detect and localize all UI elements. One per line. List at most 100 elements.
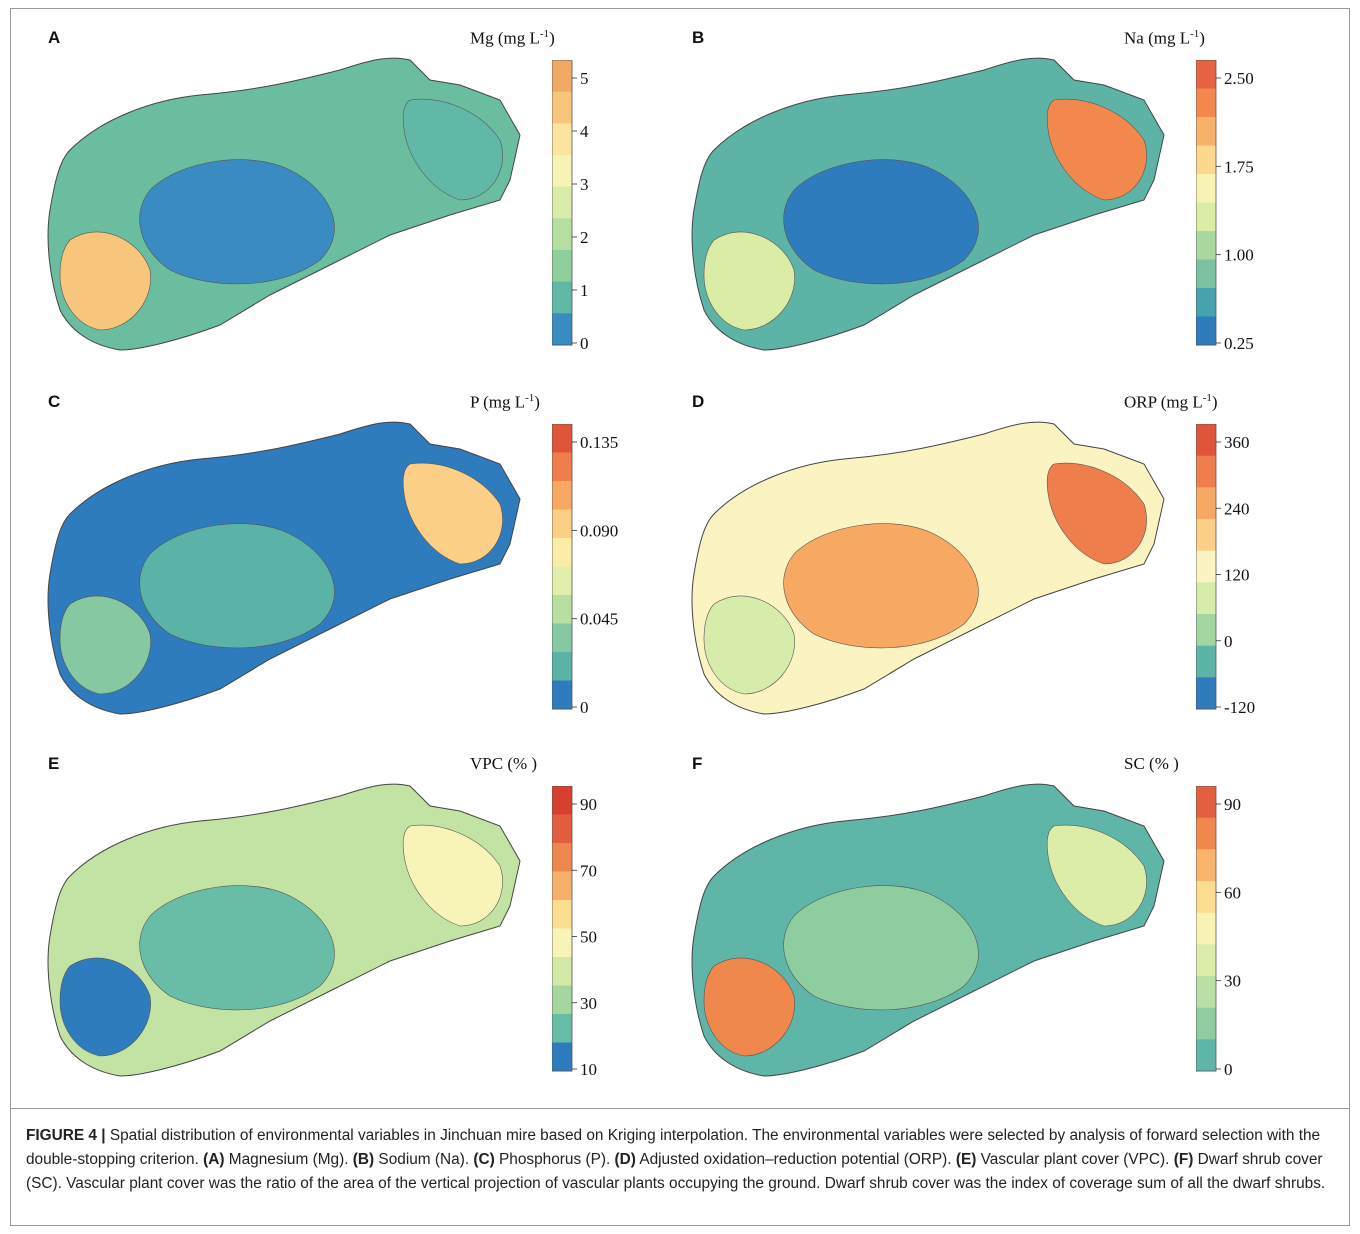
caption-panel-ref: (B) xyxy=(352,1151,375,1168)
color-scale-step xyxy=(1196,1039,1216,1072)
panel-letter: F xyxy=(692,754,703,773)
contour-region xyxy=(139,159,335,285)
color-scale-step xyxy=(1196,88,1216,118)
figure-frame xyxy=(10,8,1350,1226)
contour-region xyxy=(402,462,503,565)
caption-panel-ref: (A) xyxy=(203,1151,225,1168)
panel-d: D ORP (mg L-1) 360 240 120 0 -120 xyxy=(654,374,1314,734)
tick-label: 50 xyxy=(580,928,597,947)
color-scale-step xyxy=(552,538,572,567)
color-scale-step xyxy=(1196,487,1216,520)
tick-label: 30 xyxy=(1224,972,1241,991)
tick-label: 90 xyxy=(1224,795,1241,814)
color-scale-step xyxy=(1196,786,1216,819)
caption-body: Spatial distribution of environmental va… xyxy=(26,1127,1325,1192)
color-scale-step xyxy=(552,900,572,929)
caption-panel-ref: (C) xyxy=(473,1151,495,1168)
color-scale-step xyxy=(1196,614,1216,647)
color-scale-step xyxy=(1196,202,1216,232)
tick-label: -120 xyxy=(1224,698,1255,717)
color-scale-step xyxy=(1196,944,1216,977)
caption-text: Dwarf shrub cover (SC). Vascular plant c… xyxy=(26,1151,1326,1192)
caption-text: Phosphorus (P). xyxy=(494,1151,615,1168)
contour-region xyxy=(139,523,335,649)
mire-boundary xyxy=(691,57,1165,351)
color-scale-step xyxy=(552,281,572,314)
contour-region xyxy=(59,595,151,695)
color-scale-step xyxy=(552,186,572,219)
contour-map xyxy=(691,421,1165,715)
contour-map xyxy=(47,783,521,1077)
legend-title: SC (% ) xyxy=(1124,754,1179,773)
color-scale-step xyxy=(1196,677,1216,710)
caption-text: Vascular plant cover (VPC). xyxy=(976,1151,1174,1168)
panel-letter: A xyxy=(48,28,61,47)
contour-map xyxy=(47,57,521,351)
contour-region xyxy=(703,231,795,331)
tick-label: 0 xyxy=(1224,632,1233,651)
color-scale-step xyxy=(552,814,572,844)
panel-letter: B xyxy=(692,28,705,47)
mire-boundary xyxy=(47,783,521,1077)
color-scale: 90 70 50 30 10 xyxy=(552,786,597,1079)
color-scale-step xyxy=(552,985,572,1015)
tick-label: 240 xyxy=(1224,499,1250,518)
color-scale-step xyxy=(552,123,572,156)
caption-text: Sodium (Na). xyxy=(374,1151,474,1168)
color-scale-step xyxy=(552,1042,572,1072)
legend-title: VPC (% ) xyxy=(470,754,538,773)
contour-map xyxy=(47,421,521,715)
color-scale-step xyxy=(1196,174,1216,203)
color-scale-step xyxy=(552,652,572,681)
tick-label: 0.045 xyxy=(580,610,618,629)
color-scale-step xyxy=(552,60,572,93)
mire-boundary xyxy=(691,421,1165,715)
color-scale-step xyxy=(552,313,572,346)
color-scale-step xyxy=(552,595,572,624)
tick-label: 3 xyxy=(580,175,589,194)
tick-label: 60 xyxy=(1224,883,1241,902)
contour-region xyxy=(59,231,151,331)
color-scale-step xyxy=(552,481,572,510)
color-scale-step xyxy=(552,250,572,283)
mire-boundary xyxy=(47,421,521,715)
legend-title: Mg (mg L-1) xyxy=(470,28,555,48)
tick-label: 70 xyxy=(580,861,597,880)
color-scale: 2.50 1.75 1.00 0.25 xyxy=(1196,60,1254,353)
panel-a: A Mg (mg L-1) 5 4 3 2 1 0 xyxy=(10,10,670,370)
color-scale-step xyxy=(552,452,572,482)
color-scale-step xyxy=(1196,1007,1216,1040)
legend-title: P (mg L-1) xyxy=(470,392,540,412)
color-scale: 0.135 0.090 0.045 0 xyxy=(552,424,618,717)
contour-region xyxy=(59,957,151,1057)
contour-region xyxy=(139,885,335,1011)
caption-text: Spatial distribution of environmental va… xyxy=(26,1127,1321,1168)
tick-label: 0.090 xyxy=(580,521,618,540)
color-scale-step xyxy=(1196,231,1216,260)
tick-label: 5 xyxy=(580,69,589,88)
figure-caption: FIGURE 4 | Spatial distribution of envir… xyxy=(26,1124,1336,1196)
tick-label: 120 xyxy=(1224,566,1250,585)
color-scale-step xyxy=(1196,849,1216,882)
color-scale-step xyxy=(1196,912,1216,945)
contour-region xyxy=(1046,824,1147,927)
color-scale-step xyxy=(552,218,572,251)
contour-map xyxy=(691,783,1165,1077)
color-scale: 90 60 30 0 xyxy=(1196,786,1241,1079)
color-scale-step xyxy=(1196,976,1216,1009)
panel-letter: E xyxy=(48,754,60,773)
color-scale-step xyxy=(1196,117,1216,146)
tick-label: 2 xyxy=(580,228,589,247)
color-scale-step xyxy=(552,509,572,539)
tick-label: 0 xyxy=(1224,1060,1233,1079)
color-scale-step xyxy=(1196,817,1216,850)
panel-letter: D xyxy=(692,392,705,411)
color-scale-step xyxy=(1196,60,1216,89)
color-scale-step xyxy=(552,786,572,815)
color-scale-step xyxy=(1196,550,1216,583)
tick-label: 90 xyxy=(580,795,597,814)
tick-label: 0.135 xyxy=(580,433,618,452)
contour-map xyxy=(691,57,1165,351)
color-scale-step xyxy=(1196,288,1216,317)
contour-region xyxy=(1046,98,1147,201)
